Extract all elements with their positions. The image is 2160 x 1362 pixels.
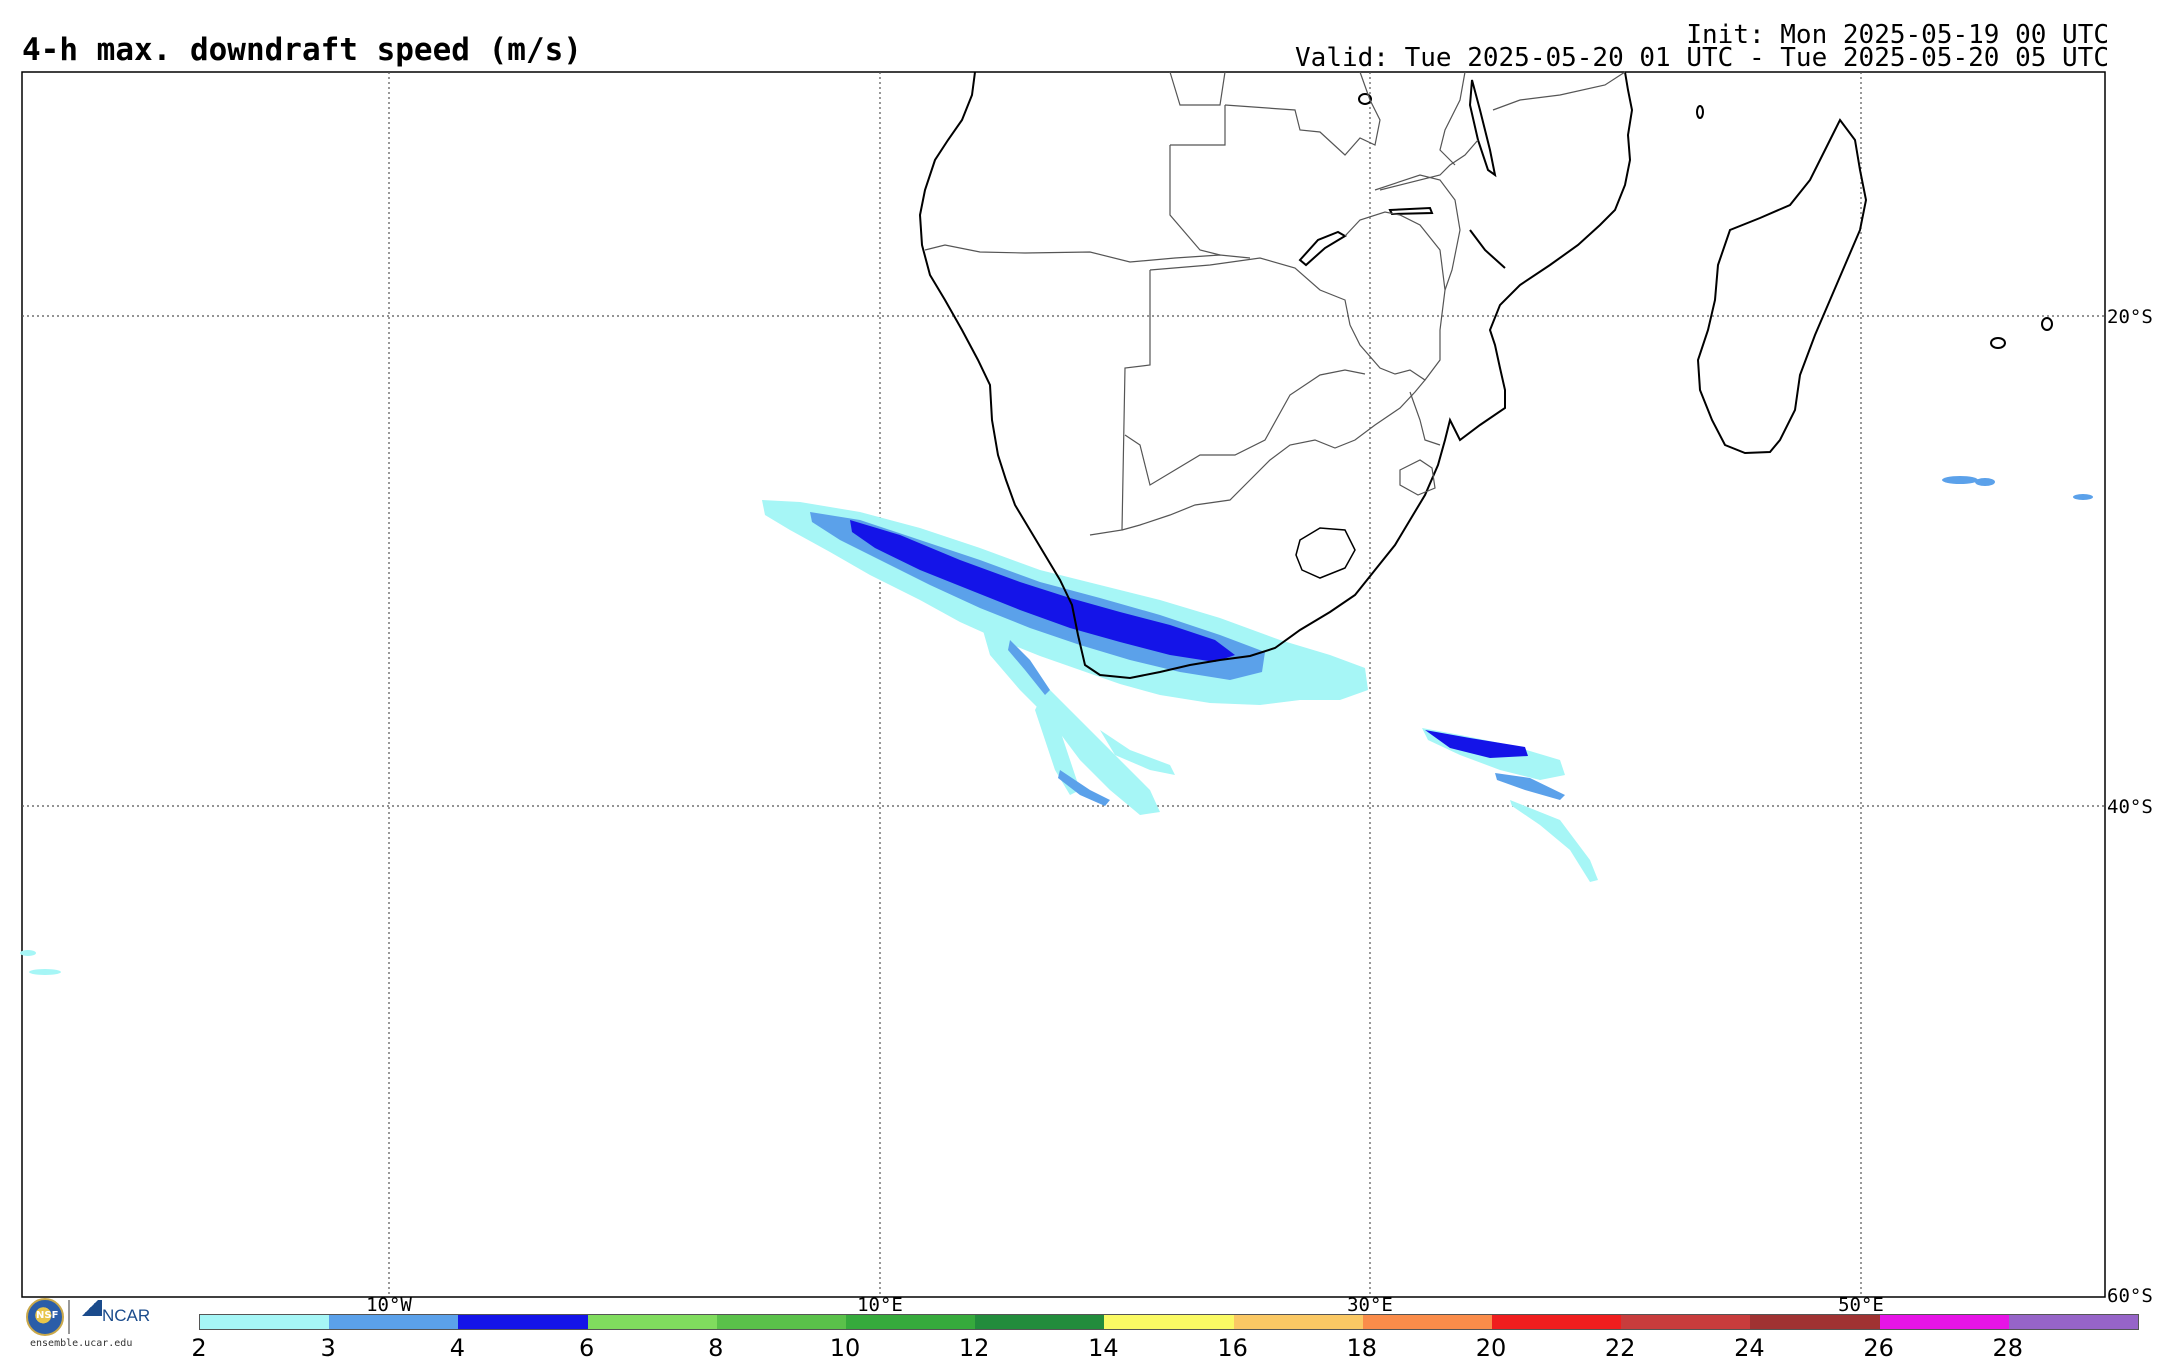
nsf-logo: NSF <box>26 1298 64 1336</box>
colorbar-tick-label: 24 <box>1734 1334 1765 1362</box>
valid-time: Valid: Tue 2025-05-20 01 UTC - Tue 2025-… <box>1295 43 2109 73</box>
logo-divider <box>68 1300 70 1334</box>
colorbar-segment <box>1492 1315 1622 1329</box>
downdraft-cell-east-core <box>1425 730 1528 758</box>
colorbar-tick-label: 12 <box>958 1334 990 1362</box>
colorbar <box>199 1314 2139 1330</box>
colorbar-segment <box>1233 1315 1363 1329</box>
lat-label-40s: 40°S <box>2107 796 2153 818</box>
lon-label-10w: 10°W <box>366 1294 412 1316</box>
colorbar-segment <box>587 1315 717 1329</box>
colorbar-segment <box>1879 1315 2009 1329</box>
lon-label-50e: 50°E <box>1838 1294 1884 1316</box>
colorbar-tick-label: 10 <box>829 1334 861 1362</box>
lon-label-30e: 30°E <box>1347 1294 1393 1316</box>
ensemble-url: ensemble.ucar.edu <box>30 1338 133 1349</box>
ncar-mark-icon <box>78 1300 102 1316</box>
downdraft-field <box>20 476 2093 975</box>
ncar-logo: NCAR <box>102 1306 151 1325</box>
map-frame <box>21 71 2106 1298</box>
lon-label-10e: 10°E <box>857 1294 903 1316</box>
colorbar-tick-label: 2 <box>191 1334 207 1362</box>
downdraft-streamers-mid <box>1008 640 1110 806</box>
colorbar-tick-label: 8 <box>708 1334 724 1362</box>
colorbar-tick-label: 28 <box>1992 1334 2024 1362</box>
colorbar-tick-label: 14 <box>1088 1334 1119 1362</box>
colorbar-segment <box>716 1315 847 1329</box>
colorbar-tick-label: 20 <box>1475 1334 1507 1362</box>
colorbar-tick-label: 16 <box>1217 1334 1248 1362</box>
colorbar-segment <box>1750 1315 1880 1329</box>
lake-malawi <box>1468 79 1497 178</box>
institution-logos: NSF NCAR ensemble.ucar.edu <box>22 1298 162 1354</box>
nsf-logo-text: NSF <box>36 1310 59 1321</box>
colorbar-tick-label: 6 <box>578 1334 595 1362</box>
colorbar-segment <box>2008 1315 2139 1329</box>
downdraft-cell-east-trail <box>1510 800 1598 882</box>
downdraft-spots-east <box>1942 476 2093 500</box>
madagascar-coastline <box>1696 118 1868 455</box>
lesotho-border <box>1295 527 1356 579</box>
coastlines <box>918 71 2053 680</box>
colorbar-segment <box>200 1315 330 1329</box>
downdraft-band-core <box>850 520 1235 662</box>
colorbar-tick-label: 22 <box>1604 1334 1636 1362</box>
africa-coastline <box>918 71 1634 680</box>
colorbar-segment <box>846 1315 976 1329</box>
lat-label-60s: 60°S <box>2107 1285 2153 1307</box>
colorbar-segment <box>1621 1315 1751 1329</box>
colorbar-tick-label: 4 <box>449 1334 466 1362</box>
downdraft-cell-east-tail <box>1495 773 1565 800</box>
graticule <box>22 72 2105 1297</box>
lat-label-20s: 20°S <box>2107 306 2153 328</box>
colorbar-tick-label: 3 <box>320 1334 336 1362</box>
init-time: Init: Mon 2025-05-19 00 UTC <box>1686 20 2109 50</box>
colorbar-tick-label: 18 <box>1346 1334 1378 1362</box>
colorbar-tick-label: 26 <box>1863 1334 1894 1362</box>
mozambique-coast-inlet <box>1469 229 1506 269</box>
colorbar-segment <box>975 1315 1105 1329</box>
map-title: 4-h max. downdraft speed (m/s) <box>22 32 582 68</box>
colorbar-segment <box>458 1315 588 1329</box>
country-borders <box>924 71 1626 536</box>
downdraft-spots-west <box>20 950 61 975</box>
colorbar-segment <box>329 1315 459 1329</box>
colorbar-segment <box>1104 1315 1234 1329</box>
colorbar-segment <box>1362 1315 1493 1329</box>
